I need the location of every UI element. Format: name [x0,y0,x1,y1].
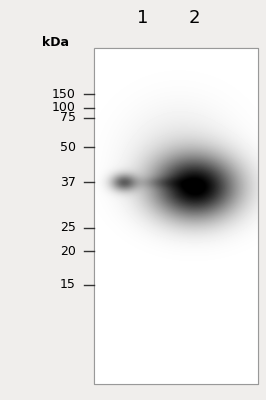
Text: kDa: kDa [42,36,69,48]
Text: 50: 50 [60,141,76,154]
Text: 25: 25 [60,221,76,234]
Text: 1: 1 [137,9,148,27]
Text: 150: 150 [52,88,76,101]
Text: 100: 100 [52,101,76,114]
Text: 75: 75 [60,111,76,124]
Text: 20: 20 [60,245,76,258]
Bar [94,48,258,384]
Bar [94,48,258,384]
Text: 15: 15 [60,278,76,291]
Text: 37: 37 [60,176,76,189]
Text: 2: 2 [188,9,200,27]
